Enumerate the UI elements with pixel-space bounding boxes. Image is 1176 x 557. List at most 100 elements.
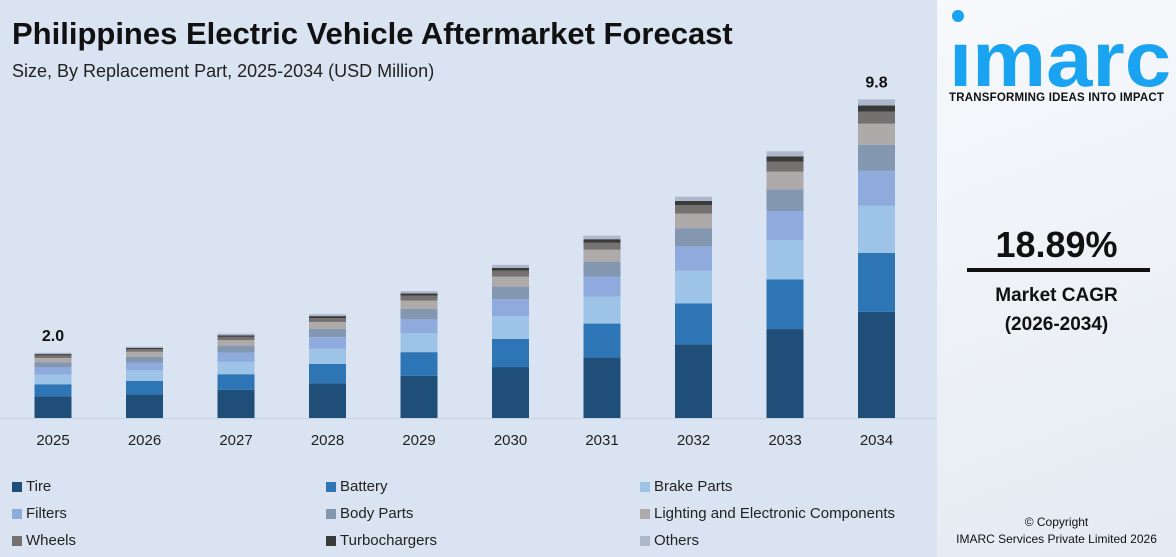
bar-segment-turbochargers-2031: [583, 239, 621, 243]
bar-segment-body-parts-2031: [583, 261, 621, 277]
bar-segment-brake-parts-2032: [675, 270, 712, 304]
bar-segment-battery-2026: [126, 381, 163, 395]
bar-segment-body-parts-2030: [492, 286, 529, 300]
bar-segment-filters-2031: [583, 276, 621, 297]
bar-segment-wheels-2025: [34, 355, 72, 358]
bar-segment-filters-2029: [400, 319, 438, 334]
bar-segment-brake-parts-2028: [309, 348, 346, 364]
bar-segment-wheels-2026: [126, 349, 163, 352]
bar-segment-filters-2025: [34, 367, 72, 375]
x-tick-label: 2028: [311, 432, 344, 449]
bar-segment-turbochargers-2028: [309, 316, 346, 319]
bar-segment-lighting-and-electronic-components-2031: [583, 249, 621, 262]
bar-segment-filters-2026: [126, 362, 163, 371]
legend-item: Brake Parts: [640, 478, 732, 495]
bar-segment-wheels-2028: [309, 318, 346, 322]
bar-segment-body-parts-2029: [400, 308, 438, 320]
bar-segment-lighting-and-electronic-components-2029: [400, 300, 438, 309]
bar-segment-battery-2031: [583, 323, 621, 358]
copyright: © Copyright: [1024, 515, 1089, 529]
bar-segment-brake-parts-2026: [126, 370, 163, 382]
x-tick-label: 2026: [128, 432, 161, 449]
x-tick-label: 2030: [494, 432, 527, 449]
bar-segment-battery-2032: [675, 303, 712, 345]
bar-segment-filters-2034: [858, 170, 895, 206]
bar-segment-filters-2027: [217, 352, 255, 362]
legend-item: Wheels: [12, 532, 76, 549]
bar-segment-battery-2025: [34, 384, 72, 397]
bar-segment-body-parts-2034: [858, 144, 895, 171]
bar-segment-brake-parts-2025: [34, 374, 72, 385]
bar-segment-body-parts-2028: [309, 328, 346, 338]
x-tick-label: 2032: [677, 432, 710, 449]
bar-segment-turbochargers-2033: [766, 156, 804, 162]
bar-segment-wheels-2034: [858, 111, 895, 124]
imarc-logo: ımarc: [949, 10, 1171, 90]
bar-segment-battery-2028: [309, 363, 346, 384]
bar-segment-wheels-2029: [400, 295, 438, 301]
bar-segment-tire-2029: [400, 375, 438, 418]
legend-swatch: [326, 535, 336, 546]
bar-segment-others-2030: [492, 264, 529, 268]
legend-item: Lighting and Electronic Components: [640, 505, 895, 522]
bar-segment-brake-parts-2031: [583, 296, 621, 324]
bar-segment-body-parts-2032: [675, 228, 712, 247]
bar-segment-body-parts-2027: [217, 345, 255, 353]
bar-segment-tire-2033: [766, 329, 804, 418]
bar-segment-filters-2033: [766, 210, 804, 241]
legend-label: Brake Parts: [654, 478, 733, 495]
legend-swatch: [326, 508, 336, 519]
bar-segment-turbochargers-2032: [675, 200, 712, 206]
bar-segment-lighting-and-electronic-components-2027: [217, 340, 255, 346]
bar-segment-others-2034: [858, 99, 895, 106]
legend-label: Tire: [26, 478, 52, 495]
legend-label: Filters: [26, 505, 67, 522]
x-tick-label: 2029: [402, 432, 435, 449]
bar-segment-filters-2030: [492, 299, 529, 317]
bar-segment-body-parts-2033: [766, 189, 804, 211]
chart-subtitle: Size, By Replacement Part, 2025-2034 (US…: [12, 61, 435, 81]
bar-segment-turbochargers-2026: [126, 347, 163, 350]
legend-item: Tire: [12, 478, 51, 495]
bar-segment-turbochargers-2029: [400, 293, 438, 296]
bar-segment-lighting-and-electronic-components-2025: [34, 357, 72, 363]
legend-swatch: [12, 508, 22, 519]
legend-label: Lighting and Electronic Components: [654, 505, 895, 522]
x-tick-label: 2031: [585, 432, 618, 449]
bar-segment-brake-parts-2034: [858, 205, 895, 253]
bar-segment-tire-2031: [583, 357, 621, 418]
bar-segment-others-2025: [34, 352, 72, 355]
svg-text:ımarc: ımarc: [949, 15, 1171, 90]
cagr-period: (2026-2034): [1004, 314, 1109, 335]
bar-segment-others-2026: [126, 346, 163, 348]
bar-segment-others-2029: [400, 291, 438, 294]
divider: [967, 268, 1150, 272]
bar-segment-lighting-and-electronic-components-2028: [309, 321, 346, 329]
bar-segment-others-2031: [583, 235, 621, 240]
legend-swatch: [12, 481, 22, 492]
bar-segment-lighting-and-electronic-components-2033: [766, 171, 804, 190]
bar-segment-brake-parts-2029: [400, 333, 438, 353]
bar-segment-wheels-2033: [766, 161, 804, 172]
bar-segment-battery-2029: [400, 352, 438, 376]
legend-label: Others: [654, 532, 700, 549]
x-tick-label: 2033: [768, 432, 801, 449]
bar-segment-lighting-and-electronic-components-2026: [126, 351, 163, 357]
bar-segment-tire-2028: [309, 383, 346, 418]
legend-item: Filters: [12, 505, 67, 522]
legend-swatch: [640, 481, 650, 492]
bar-segment-wheels-2031: [583, 242, 621, 250]
data-label: 2.0: [42, 328, 64, 345]
x-tick-label: 2034: [860, 432, 893, 449]
bar-segment-battery-2027: [217, 374, 255, 390]
legend-swatch: [12, 535, 22, 546]
bar-segment-tire-2034: [858, 311, 895, 418]
stacked-bar-chart: 2025 2.0 2026 2027 2028 2029 2030 2031 2032 2033 2…: [0, 74, 937, 449]
bar-segment-wheels-2032: [675, 205, 712, 214]
company: IMARC Services Private Limited 2026: [956, 532, 1157, 546]
bar-segment-body-parts-2025: [34, 362, 72, 368]
bar-segment-others-2032: [675, 196, 712, 201]
bar-segment-brake-parts-2027: [217, 361, 255, 375]
legend-swatch: [640, 535, 650, 546]
bar-segment-lighting-and-electronic-components-2030: [492, 276, 529, 287]
